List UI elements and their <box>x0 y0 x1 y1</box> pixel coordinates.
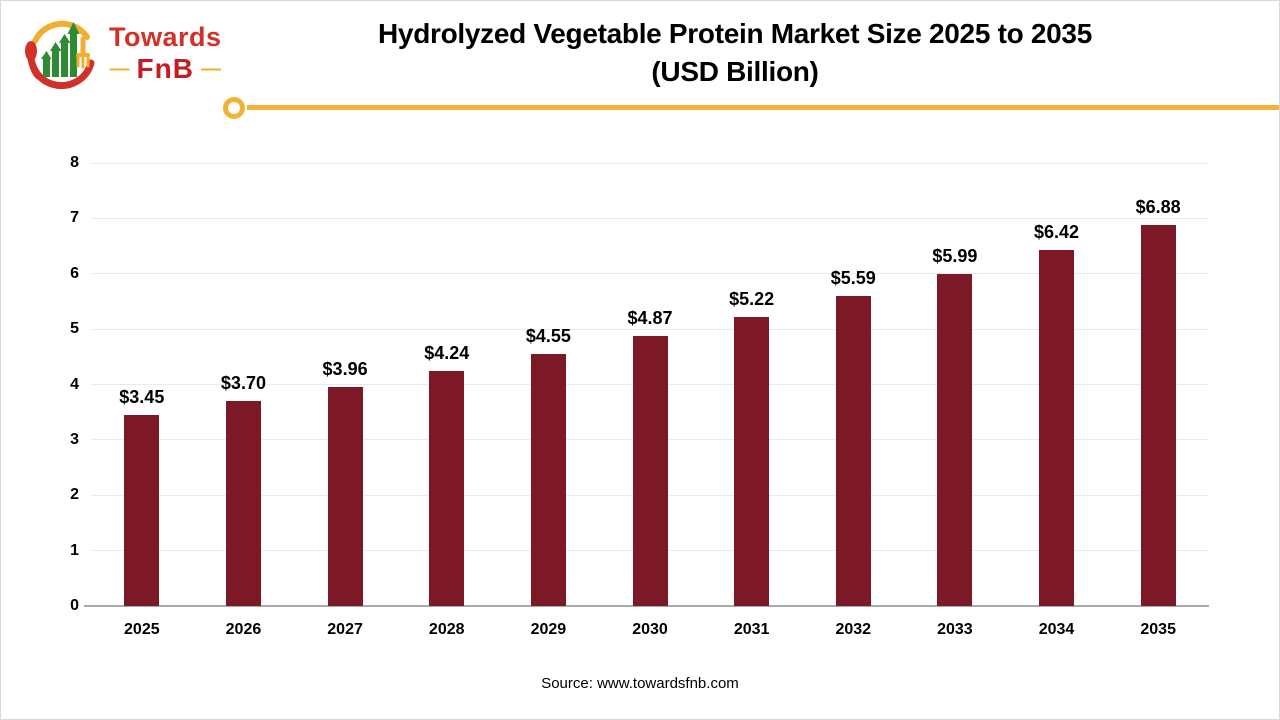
y-axis-tick-label: 1 <box>70 541 79 559</box>
bar <box>225 401 261 606</box>
y-axis-tick-label: 0 <box>70 597 79 614</box>
bar-value-label: $4.55 <box>525 326 571 347</box>
chart-title-line1: Hydrolyzed Vegetable Protein Market Size… <box>378 18 1092 49</box>
towards-fnb-logo: Towards — FnB — <box>19 11 222 95</box>
bar-value-label: $5.59 <box>830 268 876 289</box>
x-axis-category-label: 2034 <box>1038 621 1075 638</box>
spoon-icon <box>25 41 41 80</box>
growth-bars-icon <box>41 22 80 77</box>
logo-dash-right: — <box>200 57 221 80</box>
x-axis-category-label: 2033 <box>937 621 973 638</box>
bar-value-label: $3.70 <box>220 373 266 394</box>
y-axis-tick-label: 7 <box>70 209 79 227</box>
chart-title: Hydrolyzed Vegetable Protein Market Size… <box>216 15 1254 91</box>
bar <box>429 371 465 606</box>
gridline <box>91 273 1209 275</box>
x-axis-category-label: 2025 <box>124 621 160 638</box>
bar <box>327 386 363 606</box>
source-text: Source: www.towardsfnb.com <box>541 675 739 692</box>
y-axis-tick-label: 3 <box>70 430 79 448</box>
bar-value-label: $5.22 <box>729 288 775 309</box>
divider-line <box>247 105 1279 110</box>
gridline <box>91 328 1209 330</box>
plot-area: 0 1 2 3 4 5 6 7 8 $3.45 2025 $3.70 2026 $3.96 2027 $4.2… <box>70 154 1209 638</box>
bar-value-label: $3.96 <box>322 358 368 379</box>
bar <box>632 336 668 606</box>
bar <box>530 354 566 606</box>
logo-dash-left: — <box>109 57 130 80</box>
bar-value-label: $3.45 <box>119 386 165 407</box>
logo-wordmark: Towards — FnB — <box>109 21 222 84</box>
x-axis-category-label: 2031 <box>733 621 770 638</box>
bar <box>1140 225 1176 606</box>
y-axis-tick-label: 5 <box>70 320 79 338</box>
bar-value-label: $5.99 <box>932 246 978 267</box>
bar-value-label: $6.42 <box>1034 222 1080 243</box>
fork-icon <box>76 36 90 69</box>
y-axis-tick-label: 8 <box>70 154 79 171</box>
divider-ring <box>223 97 245 119</box>
x-axis-line <box>84 605 1209 607</box>
chart-title-line2: (USD Billion) <box>651 56 819 87</box>
towards-fnb-logo-icon <box>25 20 95 90</box>
x-axis-category-label: 2028 <box>428 621 465 638</box>
logo-brand-towards: Towards <box>109 21 222 52</box>
bar <box>734 316 770 606</box>
bar <box>835 296 871 606</box>
y-axis-tick-label: 6 <box>70 264 79 282</box>
bar-value-label: $4.87 <box>627 308 673 329</box>
bar-value-label: $4.24 <box>424 343 470 364</box>
x-axis-category-label: 2032 <box>835 621 872 638</box>
y-axis-tick-label: 2 <box>70 486 79 504</box>
gridline <box>91 162 1209 164</box>
logo-brand-fnb: FnB <box>136 52 194 84</box>
y-axis-tick-label: 4 <box>70 375 79 393</box>
x-axis-category-label: 2030 <box>632 621 668 638</box>
x-axis-category-label: 2026 <box>225 621 262 638</box>
bar <box>124 414 160 606</box>
bar-value-label: $6.88 <box>1135 197 1181 218</box>
x-axis-category-label: 2027 <box>327 621 363 638</box>
x-axis-category-label: 2029 <box>530 621 567 638</box>
x-axis-category-label: 2035 <box>1140 621 1176 638</box>
bar <box>937 274 973 606</box>
bar <box>1039 250 1075 606</box>
gridline <box>91 217 1209 219</box>
logo-yellow-arc <box>32 20 90 44</box>
